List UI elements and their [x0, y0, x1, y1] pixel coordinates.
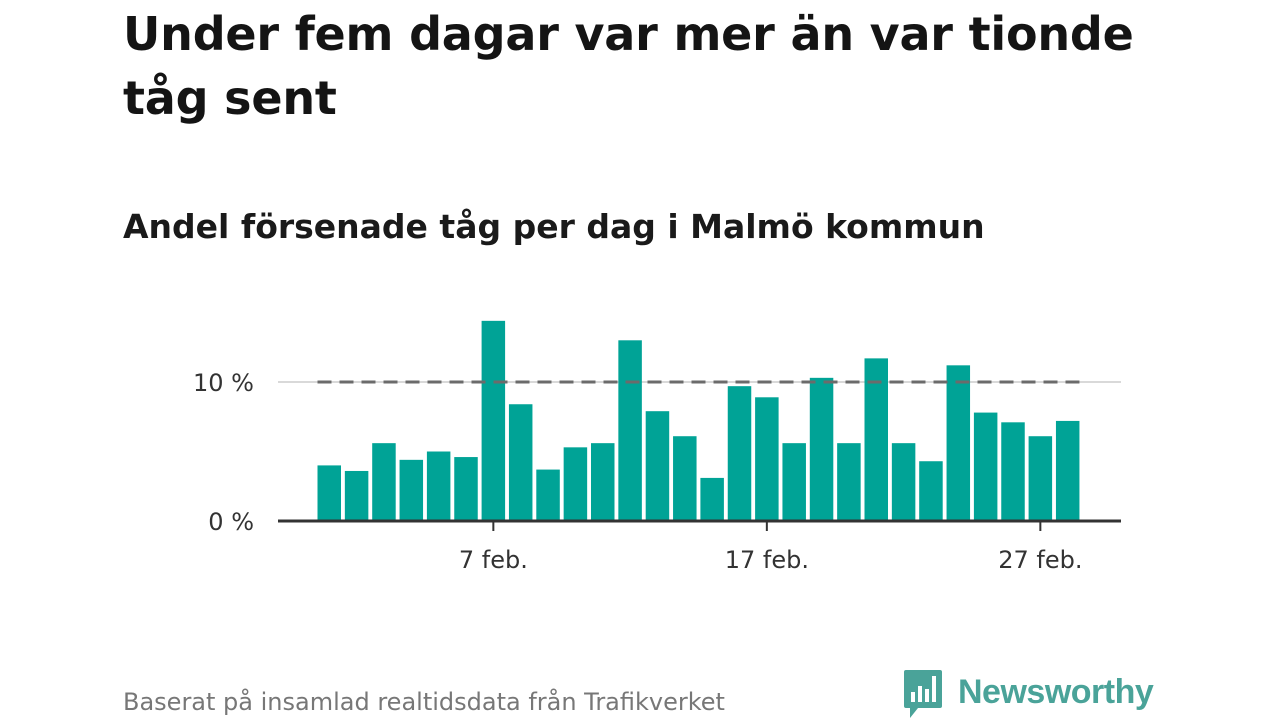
bar-17feb: [755, 397, 779, 521]
bar-6feb: [454, 457, 478, 521]
bar-7feb: [481, 320, 506, 521]
chart-subtitle: Andel försenade tåg per dag i Malmö komm…: [123, 207, 985, 246]
x-tick-label: 7 feb.: [459, 546, 528, 574]
bar-chart: 0 % 10 % 7 feb. 17 feb. 27 feb.: [193, 320, 1121, 574]
newsworthy-logo-icon: [904, 670, 942, 718]
bar-8feb: [508, 404, 533, 521]
bar-3feb: [372, 443, 396, 521]
newsworthy-logo: Newsworthy: [902, 668, 1162, 720]
bars: [317, 320, 1080, 521]
bar-26feb: [1001, 422, 1025, 521]
bar-19feb: [809, 377, 834, 521]
bar-10feb: [563, 447, 588, 521]
x-tick-label: 27 feb.: [998, 546, 1082, 574]
y-tick-label: 10 %: [193, 369, 254, 397]
bar-1feb: [317, 465, 341, 521]
chart-title: Under fem dagar var mer än var tionde tå…: [123, 7, 1134, 125]
bar-2feb: [344, 470, 369, 521]
bar-22feb: [891, 443, 916, 521]
bar-4feb: [399, 459, 424, 521]
bar-21feb: [864, 358, 888, 521]
axes: [278, 519, 1121, 531]
bar-15feb: [700, 477, 724, 521]
bar-13feb: [645, 411, 670, 521]
bar-5feb: [426, 451, 451, 521]
bar-23feb: [919, 461, 943, 521]
bar-28feb: [1055, 420, 1080, 521]
bar-18feb: [782, 443, 806, 521]
brand-name: Newsworthy: [958, 673, 1154, 711]
bar-20feb: [837, 443, 861, 521]
bar-24feb: [946, 365, 971, 521]
bar-11feb: [591, 443, 615, 521]
bar-14feb: [673, 436, 697, 521]
bar-16feb: [727, 386, 752, 521]
x-tick-label: 17 feb.: [725, 546, 809, 574]
bar-12feb: [618, 340, 642, 521]
bar-27feb: [1028, 436, 1053, 521]
source-note: Baserat på insamlad realtidsdata från Tr…: [123, 688, 725, 716]
y-tick-label: 0 %: [208, 508, 254, 536]
bar-9feb: [536, 469, 560, 521]
bar-25feb: [973, 412, 998, 521]
tick-labels: 0 % 10 % 7 feb. 17 feb. 27 feb.: [193, 369, 1082, 574]
